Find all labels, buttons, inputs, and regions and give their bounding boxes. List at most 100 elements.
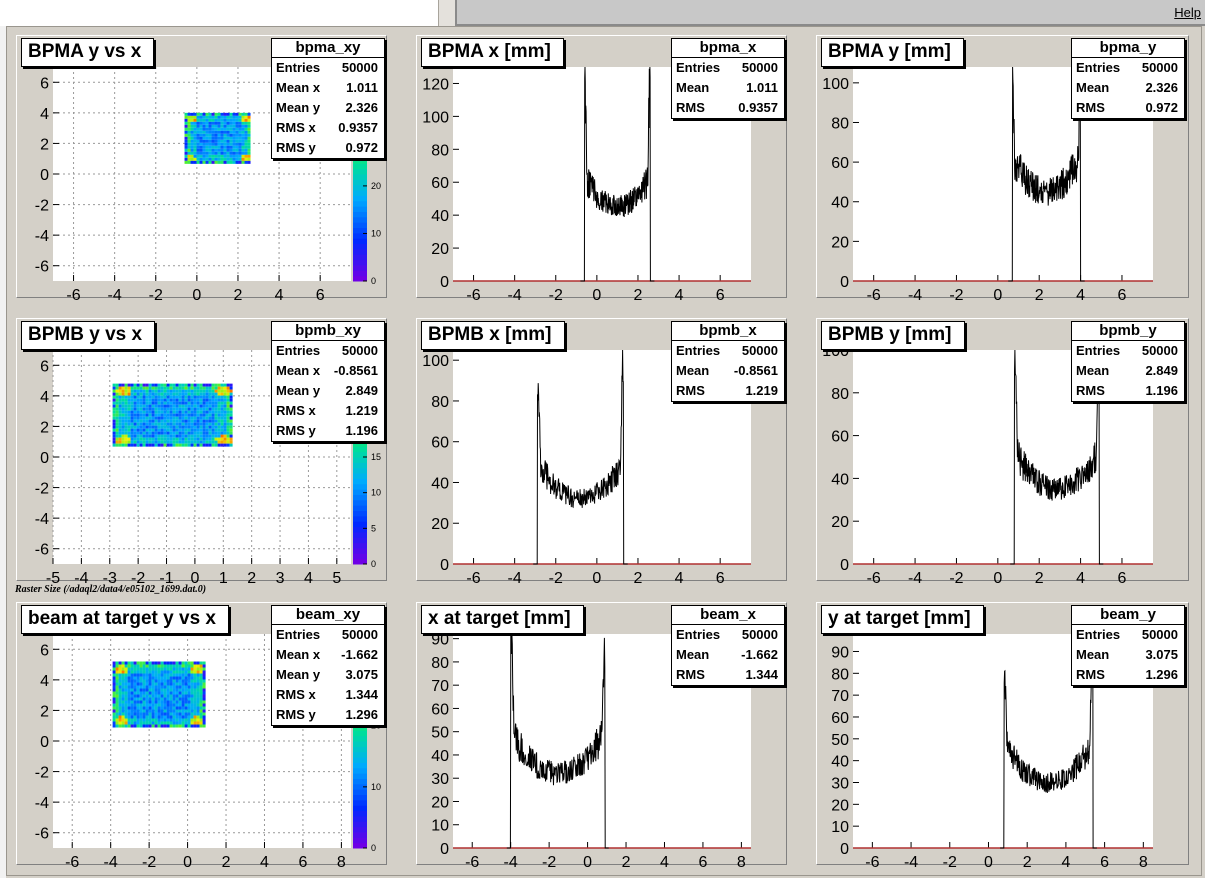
x-tick-label: 0 [592,287,601,304]
heatmap-cell [181,440,185,444]
heatmap-cell [220,136,224,140]
heatmap-cell [172,428,176,432]
heatmap-cell [175,724,179,728]
stats-row: Mean y 2.326 [276,100,378,115]
y-tick-label: 90 [831,644,849,661]
heatmap-cell [193,422,197,426]
heatmap-cell [226,112,230,116]
heatmap-cell [196,670,200,674]
heatmap-cell [136,676,140,680]
heatmap-cell [199,425,203,429]
x-tick-label: -4 [508,570,522,587]
heatmap-cell [190,154,194,158]
heatmap-cell [178,685,182,689]
x-tick-label: -4 [904,854,918,871]
heatmap-cell [241,151,245,155]
heatmap-cell [184,139,188,143]
heatmap-cell [208,395,212,399]
histogram-line [580,66,655,282]
heatmap-cell [142,416,146,420]
heatmap-cell [193,700,197,704]
heatmap-cell [154,416,158,420]
heatmap-cell [175,392,179,396]
heatmap-cell [163,428,167,432]
heatmap-cell [181,410,185,414]
color-scale-band [353,741,367,747]
heatmap-cell [160,443,164,447]
heatmap-cell [154,431,158,435]
heatmap-cell [136,422,140,426]
heatmap-cell [163,419,167,423]
heatmap-cell [118,422,122,426]
heatmap-cell [127,410,131,414]
heatmap-cell [202,124,206,128]
heatmap-cell [145,404,149,408]
help-menu[interactable]: Help [1174,5,1201,20]
heatmap-cell [217,115,221,119]
heatmap-cell [220,118,224,122]
heatmap-cell [244,118,248,122]
heatmap-cell [190,700,194,704]
heatmap-cell [187,676,191,680]
heatmap-cell [139,407,143,411]
y-tick-label: 70 [431,678,449,695]
heatmap-cell [187,664,191,668]
y-tick-label: 120 [422,76,449,93]
heatmap-cell [127,700,131,704]
heatmap-cell [247,148,251,152]
heatmap-cell [223,413,227,417]
heatmap-cell [112,667,116,671]
heatmap-cell [133,700,137,704]
heatmap-cell [142,386,146,390]
y-tick-label: 2 [40,136,49,153]
heatmap-cell [187,133,191,137]
x-tick-label: 6 [1118,570,1127,587]
heatmap-cell [199,679,203,683]
heatmap-cell [115,410,119,414]
heatmap-cell [217,139,221,143]
heatmap-cell [193,712,197,716]
heatmap-cell [172,422,176,426]
heatmap-cell [187,440,191,444]
heatmap-cell [223,139,227,143]
heatmap-cell [208,443,212,447]
heatmap-cell [136,419,140,423]
heatmap-cell [118,437,122,441]
heatmap-cell [211,383,215,387]
heatmap-cell [181,431,185,435]
heatmap-cell [184,142,188,146]
heatmap-cell [211,413,215,417]
heatmap-cell [247,151,251,155]
heatmap-cell [172,398,176,402]
stats-name: bpmb_x [672,322,784,341]
color-scale-label: 0 [371,559,376,569]
heatmap-cell [148,413,152,417]
heatmap-cell [115,661,119,665]
heatmap-cell [124,712,128,716]
heatmap-cell [160,389,164,393]
heatmap-cell [160,383,164,387]
heatmap-cell [205,422,209,426]
heatmap-cell [130,431,134,435]
heatmap-cell [226,133,230,137]
heatmap-cell [151,398,155,402]
y-tick-label: 0 [440,274,449,291]
heatmap-cell [115,673,119,677]
heatmap-cell [127,697,131,701]
x-tick-label: 2 [1035,287,1044,304]
heatmap-cell [169,443,173,447]
heatmap-cell [214,145,218,149]
heatmap-cell [142,682,146,686]
heatmap-cell [133,673,137,677]
heatmap-cell [184,685,188,689]
heatmap-cell [202,703,206,707]
heatmap-cell [151,715,155,719]
color-scale-band [353,842,367,849]
heatmap-cell [181,428,185,432]
heatmap-cell [184,416,188,420]
heatmap-cell [130,682,134,686]
heatmap-cell [199,404,203,408]
heatmap-cell [166,691,170,695]
heatmap-cell [124,383,128,387]
